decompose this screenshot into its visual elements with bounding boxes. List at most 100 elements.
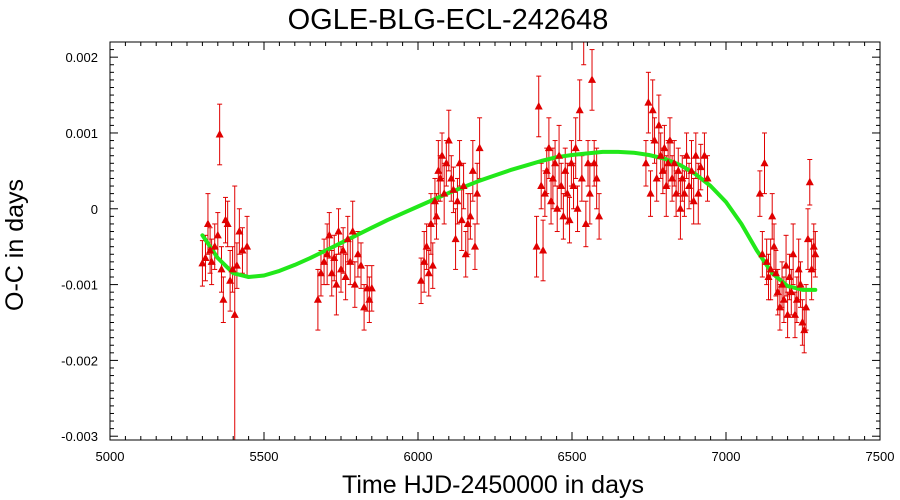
data-point [534, 101, 543, 110]
data-point [680, 189, 689, 197]
data-point [654, 120, 663, 129]
data-point [771, 268, 780, 277]
y-tick-label: -0.003 [61, 429, 98, 444]
data-point [316, 268, 325, 277]
x-tick-label: 5500 [250, 449, 279, 464]
data-point [334, 227, 343, 235]
data-point [664, 158, 673, 167]
data-point [585, 189, 594, 197]
data-point [434, 166, 443, 174]
data-point [575, 105, 584, 114]
data-point [646, 189, 655, 197]
data-point [798, 317, 807, 326]
data-point [648, 105, 657, 114]
data-point [330, 253, 339, 262]
data-point [668, 173, 677, 182]
data-point [696, 162, 705, 171]
y-tick-label: 0.001 [65, 126, 98, 141]
data-point [243, 242, 252, 250]
data-point [571, 143, 580, 152]
data-point [559, 211, 568, 220]
data-point [803, 234, 812, 243]
y-axis-label: O-C in days [1, 179, 29, 311]
data-point [565, 215, 574, 224]
data-point [346, 257, 355, 265]
y-tick-label: -0.002 [61, 353, 98, 368]
data-point [670, 158, 679, 167]
data-point [665, 136, 674, 144]
data-point [532, 242, 541, 250]
data-point [230, 310, 239, 318]
data-point [650, 136, 659, 144]
data-point [461, 249, 470, 258]
data-point [540, 189, 549, 197]
data-point [457, 215, 466, 224]
data-point [424, 268, 433, 277]
data-point [567, 158, 576, 167]
data-point [590, 158, 599, 167]
data-point [440, 189, 449, 197]
data-point [762, 257, 771, 265]
data-point [685, 181, 694, 190]
data-point [417, 276, 426, 284]
data-point [794, 264, 803, 273]
plot-inner [198, 42, 820, 440]
data-point [365, 295, 374, 303]
data-point [595, 211, 604, 220]
data-point [203, 219, 212, 227]
data-point [641, 158, 650, 167]
data-point [689, 196, 698, 205]
data-point [226, 276, 235, 284]
data-point [323, 249, 332, 258]
data-point [470, 242, 479, 250]
data-point [787, 287, 796, 296]
data-point [563, 189, 572, 197]
data-point [811, 249, 820, 258]
data-point [447, 173, 456, 182]
data-point [544, 143, 553, 152]
data-point [775, 302, 784, 311]
data-point [553, 204, 562, 212]
data-point [678, 173, 687, 182]
data-point [430, 196, 439, 205]
data-point [463, 219, 472, 227]
data-point [676, 204, 685, 212]
data-point [442, 158, 451, 167]
data-point [337, 264, 345, 273]
data-point [644, 98, 653, 106]
data-point [584, 158, 593, 167]
data-point [320, 257, 329, 265]
data-point [773, 287, 782, 296]
chart-title: OGLE-BLG-ECL-242648 [288, 4, 609, 36]
data-point [232, 261, 241, 269]
data-point [656, 151, 665, 159]
data-point [577, 173, 586, 182]
data-point [215, 129, 224, 138]
data-point [432, 211, 441, 220]
data-point [537, 181, 546, 190]
data-point [325, 230, 334, 239]
data-point [235, 227, 244, 235]
data-point [660, 143, 669, 152]
data-point [805, 177, 814, 186]
data-point [703, 173, 712, 182]
data-point [459, 181, 468, 190]
data-point [455, 158, 464, 167]
data-point [207, 257, 216, 265]
data-point [779, 295, 788, 303]
data-point [782, 261, 791, 269]
data-point [807, 264, 816, 273]
data-point [783, 310, 792, 318]
data-point [422, 242, 431, 250]
y-tick-label: 0 [91, 202, 98, 217]
error-bar [581, 42, 587, 66]
data-point [547, 196, 556, 205]
x-tick-label: 6000 [404, 449, 433, 464]
data-point [682, 151, 691, 159]
data-point [210, 242, 219, 250]
data-point [451, 234, 460, 243]
data-point [758, 249, 767, 258]
y-tick-label: 0.002 [65, 50, 98, 65]
axes: 5000 5500 6000 6500 7000 7500 -0.003 -0.002 -0.0… [61, 41, 894, 464]
data-point [238, 245, 247, 254]
